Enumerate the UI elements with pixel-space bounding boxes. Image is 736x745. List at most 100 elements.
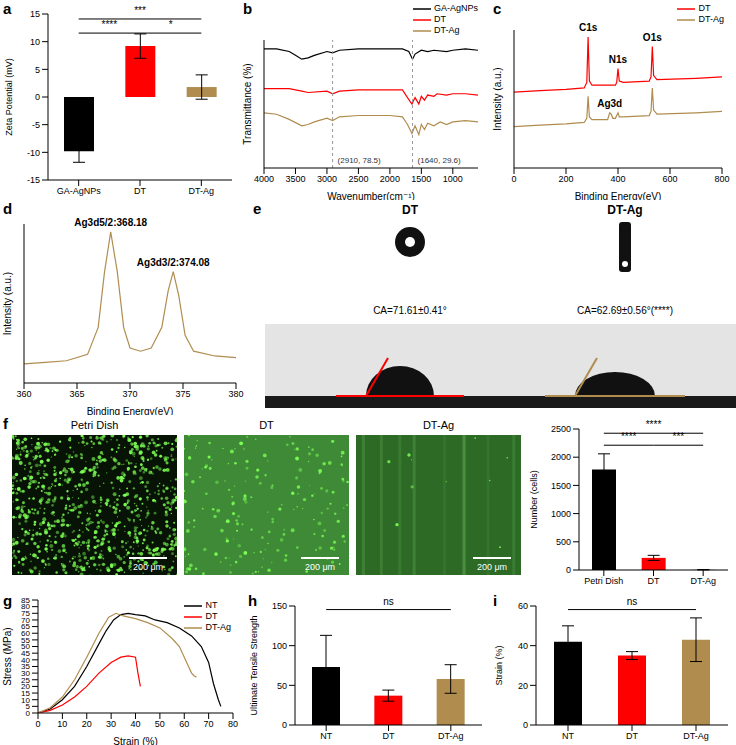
- svg-text:100: 100: [272, 641, 287, 651]
- svg-text:2500: 2500: [551, 424, 571, 434]
- svg-text:DT: DT: [383, 731, 395, 741]
- svg-text:375: 375: [175, 389, 190, 399]
- svg-text:800: 800: [714, 174, 728, 184]
- svg-text:500: 500: [556, 537, 571, 547]
- svg-text:O1s: O1s: [643, 32, 662, 43]
- svg-text:70: 70: [204, 719, 214, 729]
- svg-text:1500: 1500: [411, 174, 431, 184]
- svg-text:Stress (MPa): Stress (MPa): [8, 627, 13, 685]
- svg-text:Intensity (a.u.): Intensity (a.u.): [492, 67, 503, 130]
- svg-text:Ag3d5/2:368.18: Ag3d5/2:368.18: [74, 217, 147, 228]
- svg-text:200 μm: 200 μm: [305, 562, 335, 572]
- svg-text:****: ****: [646, 419, 662, 430]
- svg-text:15: 15: [30, 9, 40, 19]
- svg-text:370: 370: [122, 389, 137, 399]
- svg-text:50: 50: [277, 681, 287, 691]
- svg-text:-10: -10: [27, 148, 40, 158]
- svg-text:360: 360: [16, 389, 31, 399]
- svg-text:0: 0: [35, 719, 40, 729]
- svg-text:10: 10: [57, 719, 67, 729]
- svg-text:DT-Ag: DT-Ag: [607, 203, 642, 217]
- svg-text:20: 20: [518, 681, 528, 691]
- svg-text:C1s: C1s: [579, 22, 598, 33]
- svg-text:(1640, 29.6): (1640, 29.6): [418, 156, 461, 165]
- svg-text:DT-Ag: DT-Ag: [189, 186, 215, 196]
- svg-text:1500: 1500: [551, 481, 571, 491]
- svg-text:CA=71.61±0.41°: CA=71.61±0.41°: [373, 305, 447, 316]
- svg-text:5: 5: [35, 65, 40, 75]
- html-text:GA-AgNPs: GA-AgNPs: [434, 3, 478, 13]
- svg-text:*: *: [169, 19, 173, 30]
- svg-text:Binding Energy(eV): Binding Energy(eV): [575, 191, 662, 200]
- svg-text:30: 30: [106, 719, 116, 729]
- svg-text:60: 60: [179, 719, 189, 729]
- svg-text:****: ****: [621, 431, 637, 442]
- svg-text:Strain (%): Strain (%): [113, 736, 157, 745]
- svg-text:-5: -5: [32, 120, 40, 130]
- svg-text:DT: DT: [626, 731, 638, 741]
- svg-text:Transmittance (%): Transmittance (%): [242, 63, 253, 144]
- svg-text:Wavenumber(cm⁻¹): Wavenumber(cm⁻¹): [327, 191, 415, 200]
- svg-text:ns: ns: [627, 596, 638, 607]
- svg-text:60: 60: [518, 601, 528, 611]
- svg-text:****: ****: [102, 19, 118, 30]
- svg-text:1000: 1000: [443, 174, 463, 184]
- svg-text:CA=62.69±0.56°(****): CA=62.69±0.56°(****): [577, 305, 673, 316]
- svg-text:DT-Ag: DT-Ag: [690, 576, 716, 586]
- svg-text:Ultimate Tensile Strength: Ultimate Tensile Strength: [249, 616, 259, 716]
- svg-text:Petri Dish: Petri Dish: [584, 576, 623, 586]
- svg-text:365: 365: [69, 389, 84, 399]
- svg-text:10: 10: [30, 37, 40, 47]
- svg-text:0: 0: [511, 174, 516, 184]
- svg-text:Ag3d3/2:374.08: Ag3d3/2:374.08: [137, 257, 210, 268]
- svg-text:200 μm: 200 μm: [133, 562, 163, 572]
- html-text:DT-Ag: DT-Ag: [422, 419, 455, 431]
- svg-text:NT: NT: [562, 731, 574, 741]
- svg-text:Strain (%): Strain (%): [494, 645, 504, 685]
- svg-text:40: 40: [518, 641, 528, 651]
- svg-text:N1s: N1s: [609, 54, 628, 65]
- svg-text:2500: 2500: [348, 174, 368, 184]
- svg-text:***: ***: [134, 5, 146, 16]
- svg-text:1000: 1000: [551, 509, 571, 519]
- svg-text:3000: 3000: [317, 174, 337, 184]
- svg-text:0: 0: [566, 565, 571, 575]
- svg-text:2000: 2000: [380, 174, 400, 184]
- svg-text:0: 0: [282, 720, 287, 730]
- svg-text:0: 0: [523, 720, 528, 730]
- svg-text:20: 20: [82, 719, 92, 729]
- svg-text:(2910, 78.5): (2910, 78.5): [338, 156, 381, 165]
- svg-text:***: ***: [672, 431, 684, 442]
- svg-text:Binding Energy(eV): Binding Energy(eV): [87, 406, 174, 415]
- svg-text:400: 400: [610, 174, 625, 184]
- svg-text:600: 600: [662, 174, 677, 184]
- svg-text:Ag3d: Ag3d: [597, 98, 622, 109]
- svg-text:DT-Ag: DT-Ag: [683, 731, 709, 741]
- svg-text:200 μm: 200 μm: [477, 562, 507, 572]
- svg-text:4000: 4000: [254, 174, 274, 184]
- svg-text:GA-AgNPs: GA-AgNPs: [57, 186, 102, 196]
- svg-text:DT: DT: [134, 186, 146, 196]
- svg-text:DT: DT: [402, 203, 419, 217]
- html-text:DT: DT: [259, 419, 274, 431]
- svg-text:150: 150: [272, 601, 287, 611]
- svg-text:200: 200: [558, 174, 573, 184]
- svg-text:80: 80: [228, 719, 238, 729]
- svg-text:40: 40: [130, 719, 140, 729]
- svg-text:DT: DT: [648, 576, 660, 586]
- svg-text:Intensity (a.u.): Intensity (a.u.): [8, 272, 13, 335]
- svg-text:2000: 2000: [551, 452, 571, 462]
- svg-text:50: 50: [155, 719, 165, 729]
- svg-text:0: 0: [35, 92, 40, 102]
- svg-text:-15: -15: [27, 175, 40, 185]
- html-text:b: b: [243, 0, 253, 17]
- svg-text:NT: NT: [320, 731, 332, 741]
- svg-text:Zeta Potential (mV): Zeta Potential (mV): [8, 58, 14, 136]
- svg-text:DT-Ag: DT-Ag: [438, 731, 464, 741]
- svg-text:Number (cells): Number (cells): [529, 470, 539, 529]
- svg-text:3500: 3500: [285, 174, 305, 184]
- svg-text:380: 380: [228, 389, 243, 399]
- svg-text:ns: ns: [383, 596, 394, 607]
- html-text:Petri Dish: Petri Dish: [70, 419, 119, 431]
- svg-text:85: 85: [21, 596, 30, 605]
